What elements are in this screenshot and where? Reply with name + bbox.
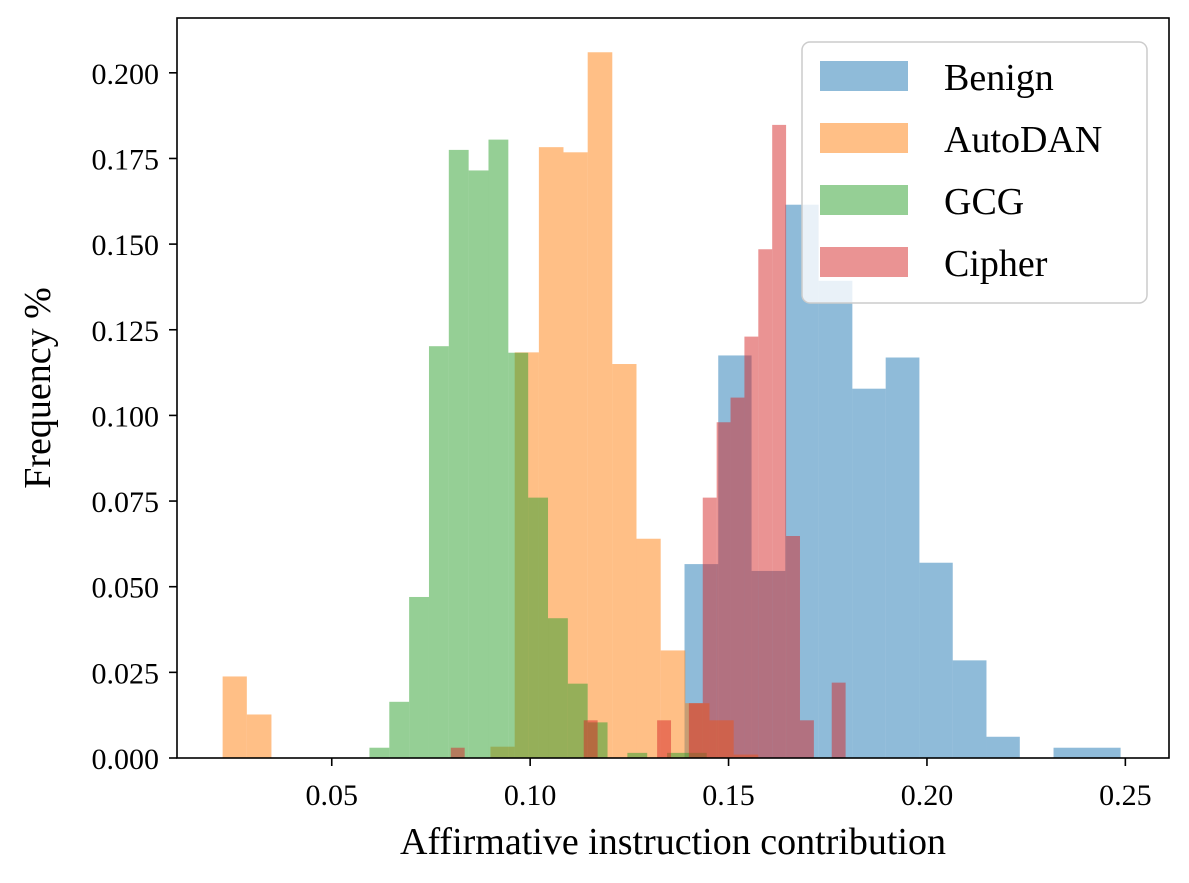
bar-benign-5 (852, 388, 886, 758)
bar-gcg-7 (508, 352, 529, 758)
bar-cipher-2 (657, 720, 672, 758)
bar-cipher-10 (786, 536, 800, 758)
bar-gcg-0 (369, 747, 390, 758)
x-tick-label: 0.05 (306, 779, 359, 812)
y-tick-label: 0.125 (92, 315, 160, 348)
bar-autodan-0 (222, 676, 247, 758)
bar-gcg-9 (548, 618, 568, 758)
bar-benign-6 (885, 357, 920, 758)
bar-autodan-8 (636, 538, 661, 758)
bar-cipher-0 (450, 747, 465, 758)
y-tick-label: 0.025 (92, 657, 160, 690)
bar-benign-7 (919, 562, 953, 758)
legend-swatch-autodan (820, 123, 908, 153)
plot-frame (176, 17, 1170, 759)
bar-cipher-12 (831, 682, 846, 758)
y-tick-label: 0.075 (92, 486, 160, 519)
bar-gcg-8 (528, 497, 549, 758)
bar-gcg-13 (667, 752, 687, 758)
bar-cipher-3 (688, 703, 703, 758)
bar-cipher-11 (799, 720, 814, 758)
y-tick-label: 0.050 (92, 572, 160, 605)
bar-benign-8 (952, 660, 987, 758)
bar-cipher-4 (702, 497, 717, 758)
bar-gcg-1 (389, 701, 410, 758)
y-tick-label: 0.100 (92, 400, 160, 433)
bar-benign-9 (986, 736, 1020, 758)
legend-swatch-benign (820, 61, 908, 91)
x-tick-label: 0.25 (1099, 779, 1152, 812)
series-cipher (450, 124, 846, 758)
bar-benign-4 (818, 280, 853, 758)
y-tick-label: 0.150 (92, 229, 160, 262)
bar-gcg-4 (448, 149, 469, 758)
bar-gcg-2 (409, 596, 429, 758)
bar-gcg-10 (567, 683, 588, 758)
legend-swatch-cipher (820, 247, 908, 277)
bar-autodan-7 (612, 364, 637, 758)
x-axis-ticks: 0.05 0.10 0.15 0.20 0.25 (306, 758, 1152, 812)
legend-frame (801, 41, 1148, 304)
y-tick-label: 0.000 (92, 743, 160, 776)
x-tick-label: 0.15 (702, 779, 755, 812)
legend-label-cipher: Cipher (944, 243, 1048, 285)
y-axis-label: Frequency % (17, 287, 59, 489)
bar-autodan-1 (246, 714, 272, 758)
bar-cipher-6 (730, 397, 745, 758)
bar-gcg-5 (468, 170, 489, 758)
legend: Benign AutoDAN GCG Cipher (801, 41, 1148, 304)
x-tick-label: 0.20 (901, 779, 954, 812)
bar-gcg-12 (627, 752, 648, 758)
bar-gcg-6 (488, 139, 509, 758)
y-tick-label: 0.200 (92, 58, 160, 91)
x-tick-label: 0.10 (504, 779, 557, 812)
bar-cipher-5 (716, 422, 731, 758)
x-axis-label: Affirmative instruction contribution (400, 821, 946, 863)
series-gcg (369, 139, 707, 758)
legend-label-gcg: GCG (944, 181, 1024, 223)
legend-label-autodan: AutoDAN (944, 119, 1102, 161)
bar-cipher-9 (772, 124, 787, 758)
bars-layer (222, 52, 1121, 759)
bar-cipher-7 (744, 336, 759, 758)
bar-autodan-6 (587, 52, 613, 758)
bar-benign-10 (1053, 747, 1121, 758)
bar-gcg-3 (428, 346, 449, 758)
bar-cipher-8 (758, 249, 773, 758)
y-axis-ticks: 0.000 0.025 0.050 0.075 0.100 0.125 0.150 0.175… (92, 58, 177, 776)
legend-swatch-gcg (820, 185, 908, 215)
legend-label-benign: Benign (944, 57, 1054, 99)
bar-cipher-1 (583, 720, 598, 758)
y-tick-label: 0.175 (92, 143, 160, 176)
